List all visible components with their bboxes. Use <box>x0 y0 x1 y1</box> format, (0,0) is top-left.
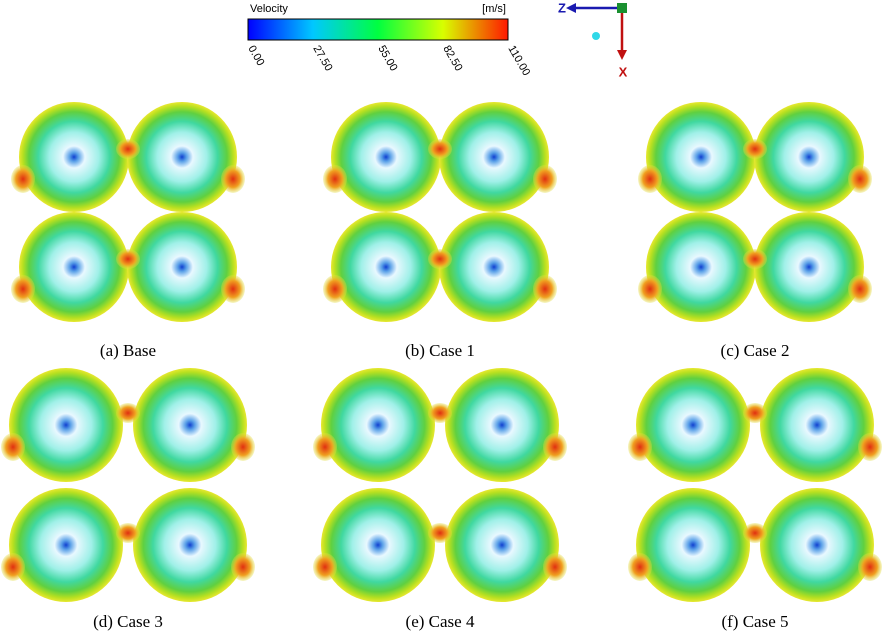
panel-caption: (f) Case 5 <box>721 612 788 631</box>
jet <box>1 433 25 461</box>
colorbar-title: Velocity <box>250 3 288 15</box>
colorbar-ticks: 0.00 27.50 55.00 82.50 110.00 <box>245 44 532 78</box>
panels: (a) Base (b) Case 1 (c) Case 2 (d) Case 3 (e… <box>1 102 882 631</box>
jet <box>428 403 452 423</box>
jet <box>323 165 347 193</box>
colorbar-tick-label: 82.50 <box>440 44 464 74</box>
jet <box>313 433 337 461</box>
jet <box>628 433 652 461</box>
vortex <box>754 212 864 322</box>
jet <box>116 249 140 269</box>
colorbar-tick-label: 110.00 <box>505 44 532 78</box>
vortex <box>646 102 756 212</box>
jet <box>533 165 557 193</box>
jet <box>858 433 882 461</box>
vortex <box>133 368 247 482</box>
vortex <box>636 368 750 482</box>
vortex <box>331 212 441 322</box>
jet <box>628 553 652 581</box>
axis-triad: Z X <box>558 0 628 79</box>
vortex <box>127 212 237 322</box>
colorbar-unit: [m/s] <box>482 3 506 15</box>
panel-caption: (b) Case 1 <box>405 341 475 360</box>
vector-panel: (e) Case 4 <box>313 368 567 631</box>
colorbar <box>247 18 509 41</box>
axis-label: Z <box>558 0 566 15</box>
jet <box>638 275 662 303</box>
vortex <box>760 368 874 482</box>
vortex <box>439 102 549 212</box>
jet <box>428 523 452 543</box>
vector-panel: (d) Case 3 <box>1 368 255 631</box>
jet <box>743 523 767 543</box>
colorbar-tick-label: 55.00 <box>375 44 399 74</box>
jet <box>543 553 567 581</box>
jet <box>533 275 557 303</box>
jet <box>231 553 255 581</box>
vortex <box>9 488 123 602</box>
panel-caption: (d) Case 3 <box>93 612 163 631</box>
panel-caption: (a) Base <box>100 341 156 360</box>
jet <box>858 553 882 581</box>
jet <box>221 275 245 303</box>
vortex <box>439 212 549 322</box>
jet <box>848 275 872 303</box>
vortex <box>646 212 756 322</box>
vortex <box>19 212 129 322</box>
vortex <box>19 102 129 212</box>
vortex <box>331 102 441 212</box>
vector-panel: (a) Base <box>11 102 245 360</box>
jet <box>116 139 140 159</box>
vortex <box>760 488 874 602</box>
axis-label: X <box>619 64 628 79</box>
colorbar-tick-label: 27.50 <box>310 44 334 74</box>
vector-panel: (c) Case 2 <box>638 102 872 360</box>
jet <box>221 165 245 193</box>
jet <box>1 553 25 581</box>
jet <box>116 403 140 423</box>
jet <box>743 139 767 159</box>
vortex <box>321 368 435 482</box>
jet <box>11 275 35 303</box>
jet <box>743 403 767 423</box>
vortex <box>754 102 864 212</box>
panel-caption: (c) Case 2 <box>721 341 790 360</box>
vector-panel: (f) Case 5 <box>628 368 882 631</box>
panel-caption: (e) Case 4 <box>406 612 475 631</box>
jet <box>428 249 452 269</box>
jet <box>428 139 452 159</box>
vortex <box>636 488 750 602</box>
jet <box>323 275 347 303</box>
vortex <box>133 488 247 602</box>
jet <box>543 433 567 461</box>
jet <box>231 433 255 461</box>
jet <box>11 165 35 193</box>
vector-panel: (b) Case 1 <box>323 102 557 360</box>
jet <box>743 249 767 269</box>
vortex <box>445 368 559 482</box>
vortex <box>127 102 237 212</box>
vortex <box>321 488 435 602</box>
jet <box>638 165 662 193</box>
jet <box>313 553 337 581</box>
vortex <box>445 488 559 602</box>
jet <box>848 165 872 193</box>
vortex <box>9 368 123 482</box>
colorbar-tick-label: 0.00 <box>245 44 266 69</box>
jet <box>116 523 140 543</box>
